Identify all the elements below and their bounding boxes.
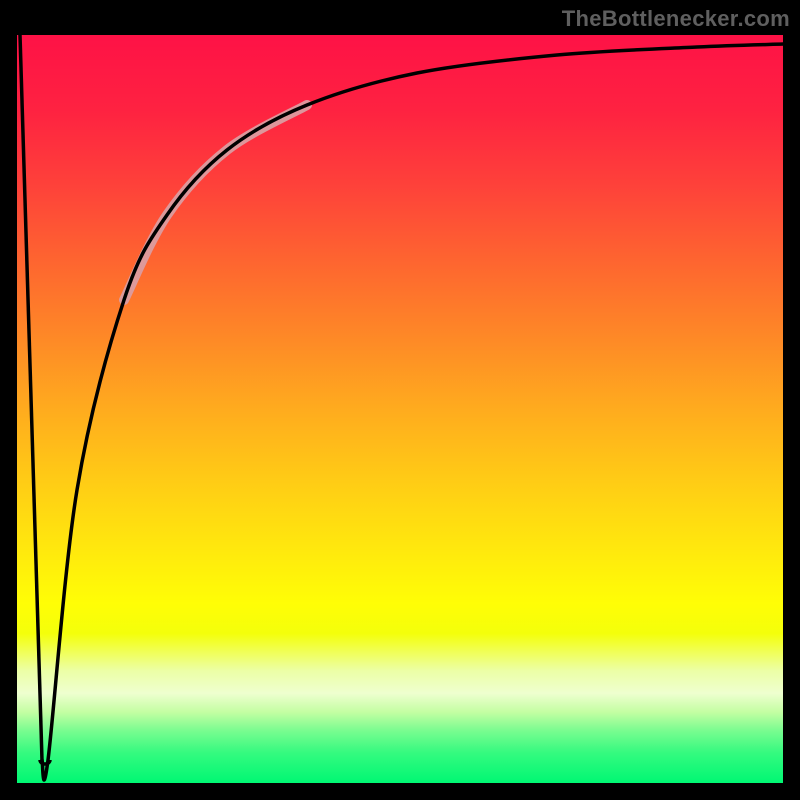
- highlight-path: [124, 105, 307, 300]
- plot-area: [17, 35, 783, 783]
- chart-container: TheBottlenecker.com: [0, 0, 800, 800]
- curve-rise: [42, 44, 783, 780]
- curve-layer: [17, 35, 783, 783]
- watermark-text: TheBottlenecker.com: [562, 6, 790, 32]
- dip-cap: [40, 760, 50, 764]
- curve-descend: [20, 35, 42, 760]
- bottom-cap: [40, 760, 50, 764]
- highlight-segment: [124, 105, 307, 300]
- main-curve: [20, 35, 783, 780]
